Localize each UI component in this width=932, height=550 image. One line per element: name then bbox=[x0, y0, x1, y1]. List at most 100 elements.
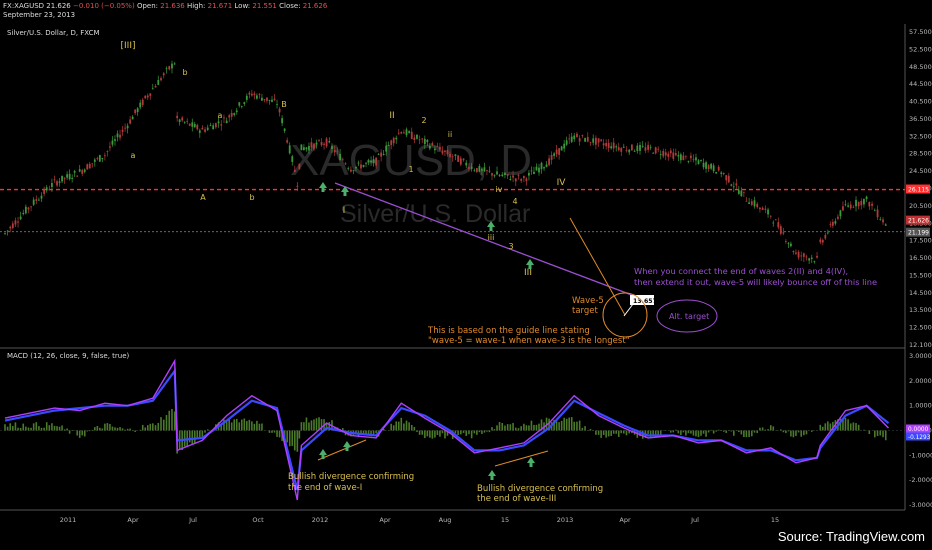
candle bbox=[705, 162, 707, 169]
wave-label: II bbox=[389, 111, 394, 121]
candle bbox=[879, 219, 882, 221]
macd-hist-bar bbox=[738, 430, 740, 433]
candle bbox=[43, 188, 46, 194]
macd-hist-bar bbox=[677, 430, 680, 434]
candle bbox=[178, 119, 181, 123]
candle bbox=[498, 175, 501, 177]
candle bbox=[129, 119, 132, 124]
macd-hist-bar bbox=[672, 430, 675, 433]
candle bbox=[146, 95, 149, 98]
macd-hist-bar bbox=[597, 430, 600, 435]
annotation-basis-2: "wave-5 = wave-1 when wave-3 is the long… bbox=[428, 336, 630, 346]
macd-hist-bar bbox=[824, 423, 827, 431]
candle bbox=[454, 154, 457, 156]
candle bbox=[258, 94, 261, 95]
candle bbox=[168, 66, 171, 70]
up-arrow-icon bbox=[487, 221, 495, 231]
candle bbox=[365, 162, 367, 164]
candle bbox=[528, 172, 530, 176]
macd-hist-bar bbox=[496, 425, 498, 431]
macd-hist-bar bbox=[22, 423, 25, 431]
candle bbox=[183, 121, 186, 123]
candle bbox=[644, 147, 647, 151]
macd-hist-bar bbox=[9, 423, 12, 431]
macd-hist-bar bbox=[525, 425, 528, 431]
macd-hist-bar bbox=[68, 430, 71, 434]
candle bbox=[742, 191, 745, 193]
macd-hist-bar bbox=[470, 430, 473, 439]
candle bbox=[405, 129, 408, 136]
candle bbox=[584, 138, 586, 142]
candle bbox=[350, 169, 352, 172]
macd-hist-bar bbox=[426, 430, 429, 437]
candle bbox=[410, 131, 413, 139]
macd-hist-bar bbox=[149, 423, 152, 431]
y-tick-label: 12.100 bbox=[909, 341, 932, 349]
macd-hist-bar bbox=[697, 430, 700, 438]
candle bbox=[560, 146, 563, 151]
macd-hist-bar bbox=[481, 430, 483, 434]
macd-hist-bar bbox=[822, 426, 824, 431]
macd-hist-bar bbox=[710, 429, 712, 431]
macd-hist-bar bbox=[622, 430, 625, 434]
candle bbox=[56, 181, 58, 186]
macd-hist-bar bbox=[584, 426, 586, 431]
candle bbox=[589, 141, 592, 143]
macd-hist-bar bbox=[745, 430, 748, 438]
candle bbox=[30, 206, 32, 208]
macd-hist-bar bbox=[605, 430, 607, 438]
candle bbox=[276, 104, 278, 106]
last-price: 21.626 bbox=[46, 2, 71, 10]
macd-hist-bar bbox=[45, 422, 48, 431]
candle bbox=[457, 155, 460, 162]
macd-y-tick-label: 1.0000 bbox=[909, 402, 932, 410]
macd-hist-bar bbox=[256, 420, 258, 431]
macd-hist-bar bbox=[40, 427, 43, 431]
macd-hist-bar bbox=[454, 430, 457, 434]
candle bbox=[712, 165, 715, 172]
candle bbox=[134, 109, 137, 114]
candle bbox=[819, 239, 822, 243]
candle bbox=[831, 221, 834, 226]
candle bbox=[310, 142, 313, 148]
macd-hist-bar bbox=[520, 426, 522, 431]
macd-hist-bar bbox=[628, 430, 630, 434]
candle bbox=[483, 167, 486, 172]
macd-hist-bar bbox=[271, 430, 273, 433]
macd-hist-bar bbox=[251, 421, 253, 431]
macd-hist-bar bbox=[395, 421, 398, 431]
candle bbox=[759, 207, 761, 210]
candle bbox=[555, 149, 558, 155]
candle bbox=[682, 155, 685, 161]
candle bbox=[465, 162, 468, 166]
y-tick-label: 28.500 bbox=[909, 150, 932, 158]
macd-hist-bar bbox=[91, 429, 94, 431]
macd-hist-bar bbox=[722, 430, 725, 432]
macd-hist-bar bbox=[119, 427, 121, 431]
candle bbox=[416, 134, 418, 139]
macd-hist-bar bbox=[86, 430, 89, 432]
candle bbox=[165, 68, 168, 70]
macd-hist-bar bbox=[193, 430, 196, 444]
candle bbox=[395, 137, 398, 140]
macd-hist-bar bbox=[81, 430, 84, 436]
candle bbox=[576, 133, 578, 138]
y-tick-label: 15.500 bbox=[909, 271, 932, 279]
candle bbox=[470, 166, 473, 169]
macd-hist-bar bbox=[769, 425, 772, 431]
macd-hist-bar bbox=[573, 421, 576, 431]
close-value: 21.626 bbox=[302, 2, 328, 10]
macd-hist-bar bbox=[240, 419, 243, 431]
candle bbox=[313, 143, 315, 150]
macd-hist-bar bbox=[803, 430, 805, 436]
macd-hist-bar bbox=[278, 430, 281, 438]
candle bbox=[131, 116, 134, 120]
x-tick-label: Jul bbox=[188, 516, 197, 524]
candle bbox=[449, 153, 451, 157]
candle bbox=[707, 165, 710, 170]
macd-hist-bar bbox=[355, 430, 357, 434]
candle bbox=[362, 165, 365, 167]
high-label: High: bbox=[186, 2, 206, 10]
macd-hist-bar bbox=[717, 429, 720, 431]
